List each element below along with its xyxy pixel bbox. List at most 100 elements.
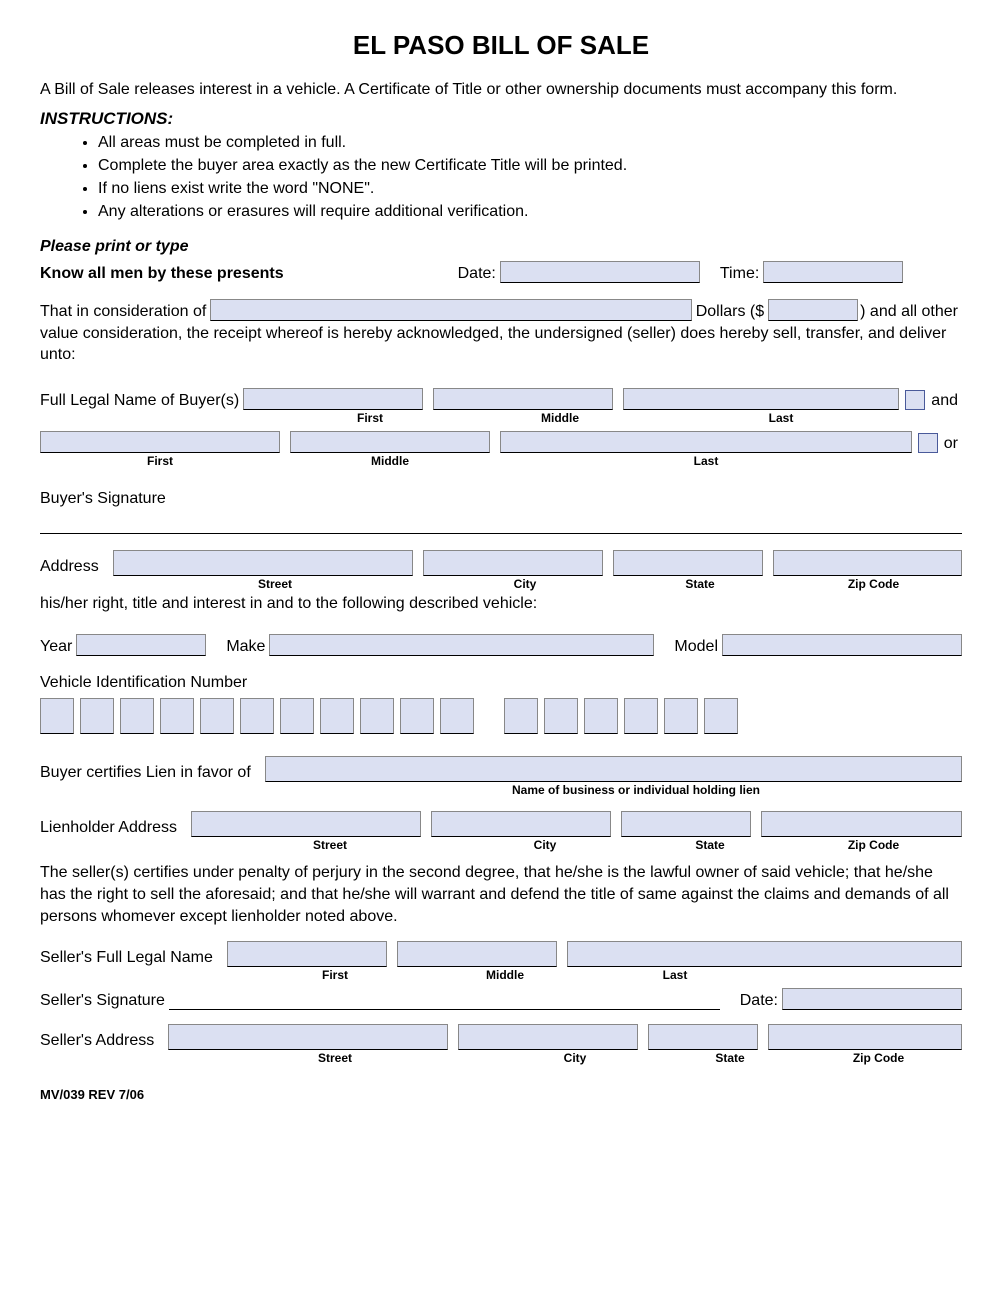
vin-box[interactable] bbox=[280, 698, 314, 734]
state-caption: State bbox=[625, 577, 775, 591]
date-input[interactable] bbox=[500, 261, 700, 283]
instruction-item: Any alterations or erasures will require… bbox=[98, 200, 962, 223]
consideration-amount-words[interactable] bbox=[210, 299, 691, 321]
seller-date-input[interactable] bbox=[782, 988, 962, 1010]
vin-box[interactable] bbox=[544, 698, 578, 734]
vin-box[interactable] bbox=[240, 698, 274, 734]
first-caption: First bbox=[280, 411, 460, 425]
lien-zip-caption: Zip Code bbox=[785, 838, 962, 852]
vin-box[interactable] bbox=[120, 698, 154, 734]
and-label: and bbox=[931, 392, 962, 410]
buyer2-middle-input[interactable] bbox=[290, 431, 490, 453]
form-revision: MV/039 REV 7/06 bbox=[40, 1087, 962, 1102]
buyer-signature-label: Buyer's Signature bbox=[40, 490, 170, 508]
address-label: Address bbox=[40, 558, 103, 576]
model-label: Model bbox=[674, 638, 722, 656]
know-all-label: Know all men by these presents bbox=[40, 265, 288, 283]
lien-state-caption: State bbox=[645, 838, 775, 852]
address-zip-input[interactable] bbox=[773, 550, 962, 576]
last2-caption: Last bbox=[500, 454, 912, 468]
seller-zip-caption: Zip Code bbox=[795, 1051, 962, 1065]
vin-box[interactable] bbox=[504, 698, 538, 734]
vehicle-intro: his/her right, title and interest in and… bbox=[40, 593, 962, 615]
vin-box[interactable] bbox=[704, 698, 738, 734]
address-state-input[interactable] bbox=[613, 550, 763, 576]
lien-certify-label: Buyer certifies Lien in favor of bbox=[40, 764, 255, 782]
middle2-caption: Middle bbox=[290, 454, 490, 468]
vin-box[interactable] bbox=[400, 698, 434, 734]
instruction-item: Complete the buyer area exactly as the n… bbox=[98, 154, 962, 177]
buyer-signature-line[interactable] bbox=[40, 514, 962, 534]
date-label: Date: bbox=[458, 265, 500, 283]
vin-boxes bbox=[40, 698, 962, 734]
print-type-label: Please print or type bbox=[40, 237, 962, 256]
seller-address-label: Seller's Address bbox=[40, 1032, 158, 1050]
make-input[interactable] bbox=[269, 634, 654, 656]
seller-street-caption: Street bbox=[195, 1051, 475, 1065]
first2-caption: First bbox=[40, 454, 280, 468]
vin-box[interactable] bbox=[160, 698, 194, 734]
model-input[interactable] bbox=[722, 634, 962, 656]
and-checkbox[interactable] bbox=[905, 390, 925, 410]
seller-last-caption: Last bbox=[595, 968, 755, 982]
or-checkbox[interactable] bbox=[918, 433, 938, 453]
vin-box[interactable] bbox=[320, 698, 354, 734]
vin-box[interactable] bbox=[664, 698, 698, 734]
seller-state-input[interactable] bbox=[648, 1024, 758, 1050]
consideration-prefix: That in consideration of bbox=[40, 303, 210, 321]
vin-label: Vehicle Identification Number bbox=[40, 674, 251, 692]
instructions-header: INSTRUCTIONS: bbox=[40, 109, 962, 129]
last-caption: Last bbox=[660, 411, 902, 425]
seller-city-caption: City bbox=[485, 1051, 665, 1065]
seller-street-input[interactable] bbox=[168, 1024, 448, 1050]
lien-city-caption: City bbox=[455, 838, 635, 852]
time-input[interactable] bbox=[763, 261, 903, 283]
instruction-item: All areas must be completed in full. bbox=[98, 131, 962, 154]
year-label: Year bbox=[40, 638, 76, 656]
seller-zip-input[interactable] bbox=[768, 1024, 962, 1050]
vin-box[interactable] bbox=[360, 698, 394, 734]
consideration-amount-num[interactable] bbox=[768, 299, 858, 321]
year-input[interactable] bbox=[76, 634, 206, 656]
buyer2-last-input[interactable] bbox=[500, 431, 912, 453]
buyer-middle-input[interactable] bbox=[433, 388, 613, 410]
page-title: EL PASO BILL OF SALE bbox=[40, 30, 962, 61]
vin-box[interactable] bbox=[40, 698, 74, 734]
lien-street-input[interactable] bbox=[191, 811, 421, 837]
lien-city-input[interactable] bbox=[431, 811, 611, 837]
seller-cert-text: The seller(s) certifies under penalty of… bbox=[40, 862, 962, 927]
buyer-first-input[interactable] bbox=[243, 388, 423, 410]
dollars-label: Dollars ($ bbox=[692, 303, 768, 321]
seller-state-caption: State bbox=[675, 1051, 785, 1065]
buyer-last-input[interactable] bbox=[623, 388, 899, 410]
seller-first-input[interactable] bbox=[227, 941, 387, 967]
seller-middle-caption: Middle bbox=[425, 968, 585, 982]
make-label: Make bbox=[226, 638, 269, 656]
vin-box[interactable] bbox=[200, 698, 234, 734]
vin-box[interactable] bbox=[80, 698, 114, 734]
lienholder-address-label: Lienholder Address bbox=[40, 819, 181, 837]
time-label: Time: bbox=[720, 265, 763, 283]
seller-last-input[interactable] bbox=[567, 941, 962, 967]
vin-box[interactable] bbox=[624, 698, 658, 734]
street-caption: Street bbox=[125, 577, 425, 591]
intro-text: A Bill of Sale releases interest in a ve… bbox=[40, 79, 962, 101]
or-label: or bbox=[944, 435, 962, 453]
buyer-name-label: Full Legal Name of Buyer(s) bbox=[40, 392, 243, 410]
lien-zip-input[interactable] bbox=[761, 811, 962, 837]
address-street-input[interactable] bbox=[113, 550, 413, 576]
lien-holder-input[interactable] bbox=[265, 756, 962, 782]
seller-city-input[interactable] bbox=[458, 1024, 638, 1050]
seller-first-caption: First bbox=[255, 968, 415, 982]
vin-box[interactable] bbox=[584, 698, 618, 734]
seller-signature-line[interactable] bbox=[169, 990, 720, 1010]
lien-state-input[interactable] bbox=[621, 811, 751, 837]
instructions-list: All areas must be completed in full. Com… bbox=[98, 131, 962, 224]
vin-box[interactable] bbox=[440, 698, 474, 734]
seller-name-label: Seller's Full Legal Name bbox=[40, 949, 217, 967]
address-city-input[interactable] bbox=[423, 550, 603, 576]
buyer2-first-input[interactable] bbox=[40, 431, 280, 453]
seller-middle-input[interactable] bbox=[397, 941, 557, 967]
lien-street-caption: Street bbox=[215, 838, 445, 852]
seller-signature-label: Seller's Signature bbox=[40, 992, 169, 1010]
